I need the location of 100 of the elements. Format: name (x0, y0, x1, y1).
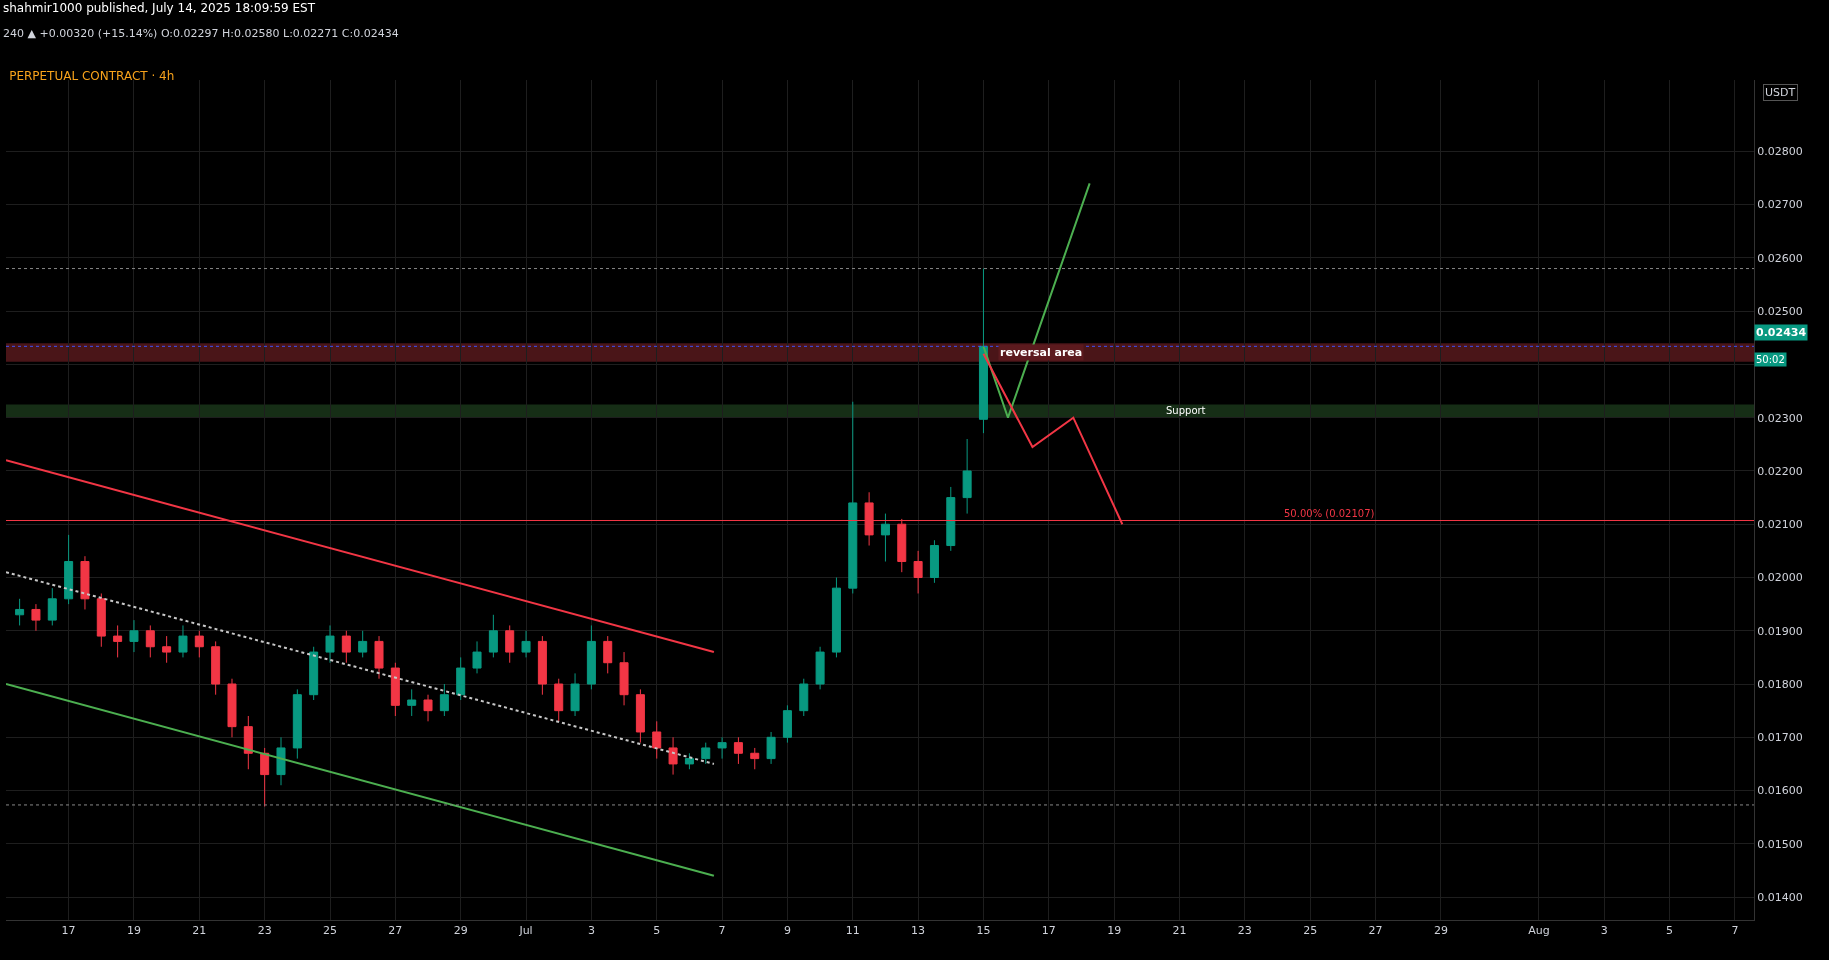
x-tick-label: 21 (1172, 924, 1187, 938)
text: USDT (1765, 86, 1796, 99)
candlestick (848, 401, 858, 594)
y-tick-label: 0.02600 (1757, 251, 1803, 265)
candlestick (472, 640, 482, 674)
y-tick-label: 0.01700 (1757, 731, 1803, 745)
x-tick-label: 27 (388, 924, 403, 938)
x-tick-label: 23 (257, 924, 272, 938)
candlestick (913, 550, 923, 594)
x-tick-label: 17 (1041, 924, 1056, 938)
candlestick (390, 662, 400, 717)
candlestick (570, 672, 580, 717)
candlestick (96, 592, 106, 648)
candlestick (292, 688, 302, 760)
candlestick (178, 624, 188, 658)
candlestick (880, 513, 890, 563)
x-tick-label: 13 (911, 924, 926, 938)
candlestick (750, 747, 760, 770)
candlestick (652, 720, 662, 760)
candlestick (799, 678, 809, 717)
candlestick (162, 635, 172, 664)
x-tick-label: 7 (718, 924, 726, 938)
candlestick (505, 624, 515, 664)
candlestick (488, 614, 498, 658)
text: 0.02434 (1756, 326, 1807, 339)
y-tick-label: 0.02700 (1757, 198, 1803, 212)
candlestick (978, 268, 988, 434)
candlestick (341, 630, 351, 664)
candlestick (586, 624, 596, 690)
candlestick (113, 624, 123, 658)
x-tick-label: 5 (1666, 924, 1674, 938)
candlestick (733, 736, 743, 765)
candlestick (31, 603, 41, 632)
candlestick (815, 646, 825, 690)
candlestick (831, 577, 841, 658)
candlestick (243, 715, 253, 770)
candlestick (946, 486, 956, 552)
candlestick (603, 635, 613, 674)
ref-line-label: 50.00% (0.02107) (1284, 508, 1375, 519)
x-tick-label: 5 (653, 924, 661, 938)
y-tick-label: 0.02000 (1757, 571, 1803, 585)
text: 50:02 (1756, 354, 1785, 365)
candlestick (358, 630, 368, 658)
candlestick (701, 742, 711, 765)
y-tick-label: 0.01600 (1757, 784, 1803, 798)
candlestick (15, 598, 25, 626)
candlestick (227, 678, 237, 738)
candlestick (456, 656, 466, 701)
candlestick (439, 683, 449, 717)
candlestick (211, 640, 221, 696)
x-tick-label: 19 (126, 924, 141, 938)
y-tick-label: 0.01800 (1757, 677, 1803, 691)
x-tick-label: Jul (518, 924, 533, 938)
candlestick (194, 630, 204, 658)
x-tick-label: 17 (61, 924, 76, 938)
x-tick-label: 21 (192, 924, 207, 938)
candlestick (374, 635, 384, 680)
candlestick (521, 630, 531, 658)
candlestick (782, 704, 792, 744)
x-tick-label: 11 (845, 924, 860, 938)
x-tick-label: 23 (1237, 924, 1252, 938)
text: 240 ▲ +0.00320 (+15.14%) O:0.02297 H:0.02580 L:0.02271 C:0.02434 (3, 27, 399, 40)
x-tick-label: 9 (783, 924, 791, 938)
candlestick (276, 736, 286, 786)
candlestick (309, 646, 319, 701)
y-tick-label: 0.02300 (1757, 411, 1803, 425)
y-tick-label: 0.01400 (1757, 890, 1803, 904)
x-tick-label: 27 (1368, 924, 1383, 938)
candlestick (668, 736, 678, 776)
candlestick (260, 747, 270, 808)
y-tick-label: 0.02800 (1757, 145, 1803, 159)
candlestick (537, 635, 547, 696)
candlestick (635, 688, 645, 744)
x-tick-label: 29 (453, 924, 468, 938)
y-tick-label: 0.01500 (1757, 837, 1803, 851)
candlestick (423, 694, 433, 722)
x-tick-label: 25 (1303, 924, 1318, 938)
y-tick-label: 0.02100 (1757, 518, 1803, 532)
x-tick-label: 15 (976, 924, 991, 938)
candlestick (47, 587, 57, 626)
annotation: reversal area (1000, 346, 1083, 359)
x-tick-label: 7 (1731, 924, 1739, 938)
x-tick-label: 25 (323, 924, 338, 938)
candlestick (129, 619, 139, 653)
candlestick (407, 688, 417, 717)
candlestick (325, 624, 335, 664)
candlestick (684, 752, 694, 770)
candlestick (766, 731, 776, 765)
x-tick-label: 3 (1600, 924, 1608, 938)
x-tick-label: 29 (1433, 924, 1448, 938)
y-tick-label: 0.02200 (1757, 464, 1803, 478)
x-tick-label: Aug (1528, 924, 1550, 938)
y-tick-label: 0.01900 (1757, 624, 1803, 638)
candlestick (619, 651, 629, 706)
annotation: Support (1166, 405, 1206, 416)
candlestick (80, 555, 90, 610)
candlestick (554, 678, 564, 722)
candlestick (145, 624, 155, 658)
y-tick-label: 0.02500 (1757, 305, 1803, 319)
candlestick (929, 539, 939, 584)
